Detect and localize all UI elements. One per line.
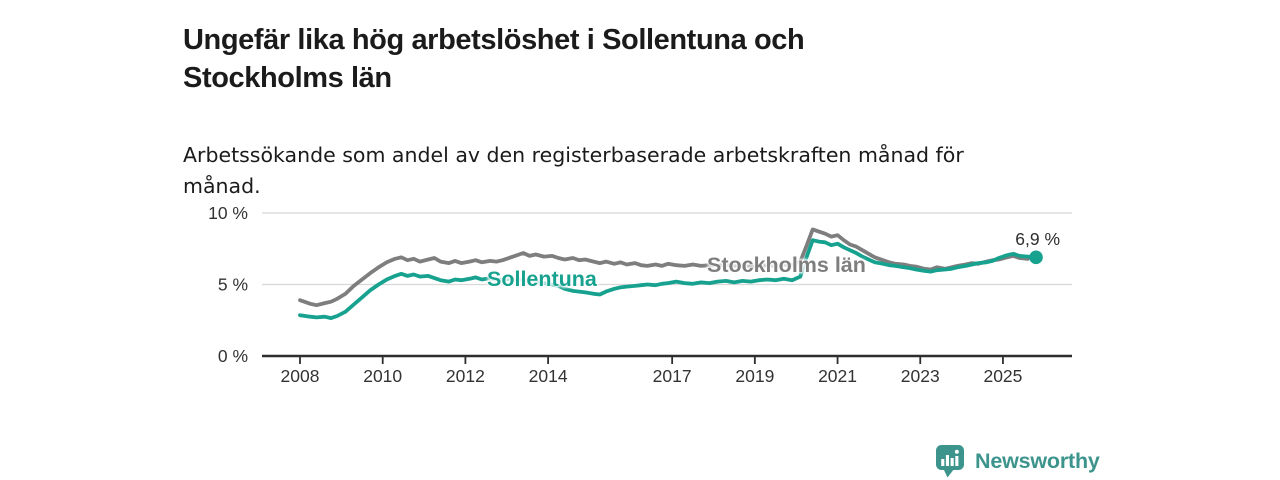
latest-value-annotation: 6,9 % bbox=[1015, 229, 1060, 249]
newsworthy-wordmark: Newsworthy bbox=[975, 449, 1100, 473]
series-label-stockholms-lan: Stockholms län bbox=[707, 253, 866, 277]
x-tick-label-2019: 2019 bbox=[735, 366, 774, 386]
page-title: Ungefär lika hög arbetslöshet i Sollentu… bbox=[183, 21, 983, 97]
subtitle-line-1: Arbetssökande som andel av den registerb… bbox=[183, 142, 964, 167]
x-tick-label-2025: 2025 bbox=[983, 366, 1022, 386]
y-tick-label-5: 5 % bbox=[218, 275, 248, 295]
x-tick-label-2021: 2021 bbox=[818, 366, 857, 386]
series-line-stockholms-l-n bbox=[298, 227, 1030, 308]
x-tick-label-2012: 2012 bbox=[446, 366, 485, 386]
chart-subtitle: Arbetssökande som andel av den registerb… bbox=[183, 140, 1043, 202]
x-tick-label-2010: 2010 bbox=[363, 366, 402, 386]
latest-value-dot bbox=[1029, 250, 1043, 265]
x-tick-label-2008: 2008 bbox=[281, 366, 320, 386]
x-tick-label-2017: 2017 bbox=[653, 366, 692, 386]
title-line-2: Stockholms län bbox=[183, 62, 392, 95]
subtitle-line-2: månad. bbox=[183, 173, 261, 198]
x-tick-label-2014: 2014 bbox=[529, 366, 568, 386]
newsworthy-bubble-chart-icon bbox=[936, 445, 964, 478]
y-tick-label-10: 10 % bbox=[208, 203, 248, 223]
newsworthy-logo: Newsworthy bbox=[935, 444, 1100, 479]
x-tick-label-2023: 2023 bbox=[901, 366, 940, 386]
title-line-1: Ungefär lika hög arbetslöshet i Sollentu… bbox=[183, 24, 805, 57]
series-line-sollentuna bbox=[298, 238, 1038, 321]
series-label-sollentuna: Sollentuna bbox=[487, 267, 597, 291]
y-tick-label-0: 0 % bbox=[218, 346, 248, 366]
